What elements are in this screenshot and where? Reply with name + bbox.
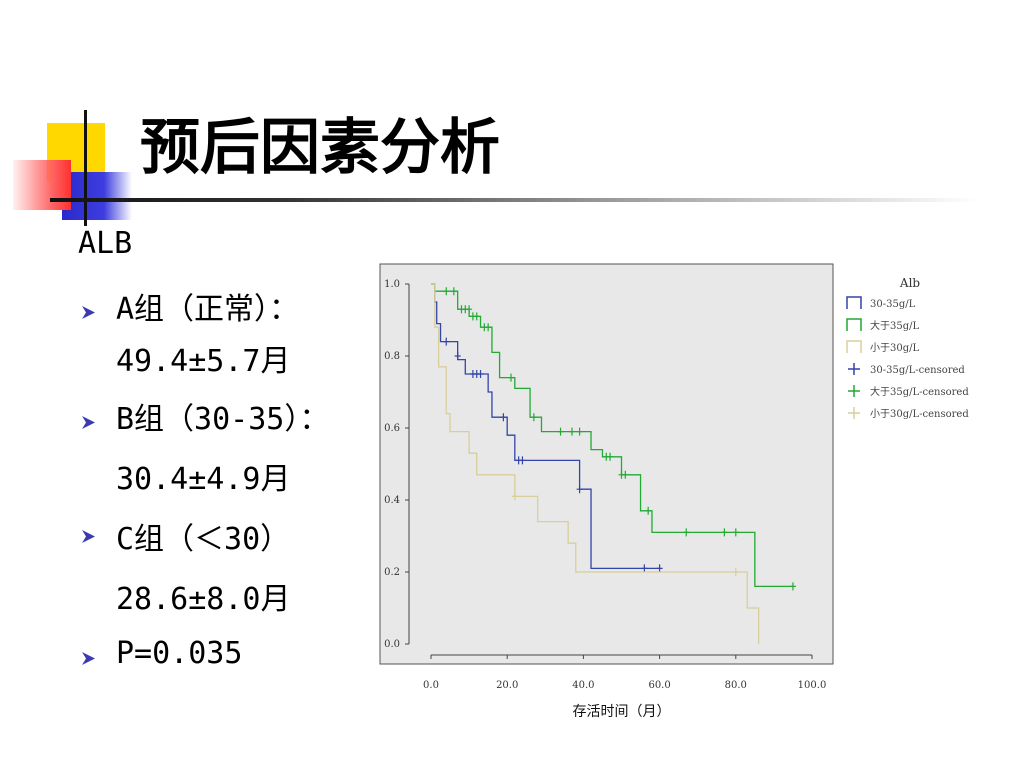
censored-mark — [485, 323, 492, 332]
censored-mark — [576, 485, 583, 494]
censored-mark — [732, 568, 739, 576]
censored-mark — [656, 564, 663, 573]
censored-mark — [732, 528, 739, 537]
decor-blue-square — [62, 172, 132, 220]
page-title: 预后因素分析 — [140, 113, 500, 183]
legend-censor-swatch — [848, 363, 860, 375]
y-tick-label: 0.8 — [384, 351, 400, 362]
x-tick-label: 20.0 — [496, 680, 518, 691]
censored-mark — [607, 452, 614, 461]
list-item-b-line1: B组（30-35）： — [116, 402, 330, 437]
censored-mark — [454, 352, 461, 360]
list-item-c-line2: 28.6±8.0月 — [116, 582, 291, 617]
list-heading: ALB — [78, 226, 133, 261]
censored-mark — [789, 582, 796, 591]
censored-mark — [500, 413, 507, 422]
x-tick-label: 80.0 — [725, 680, 747, 691]
censored-mark — [683, 528, 690, 537]
censored-mark — [477, 370, 484, 378]
censored-mark — [557, 427, 564, 436]
x-tick-label: 0.0 — [423, 680, 439, 691]
list-item-p: P=0.035 — [116, 636, 243, 671]
x-tick-label: 60.0 — [648, 680, 670, 691]
y-tick-label: 1.0 — [384, 279, 400, 290]
censored-mark — [443, 287, 450, 296]
list-item-a-line2: 49.4±5.7月 — [116, 344, 291, 379]
km-chart: 0.0 0.2 0.4 0.6 0.8 1.0 0.0 20.0 40.0 60.0 80.0 100… — [379, 263, 969, 720]
legend-entry-label: 小于30g/L — [870, 342, 919, 354]
censored-mark — [466, 305, 473, 314]
legend-entry-label: 30-35g/L-censored — [870, 365, 965, 376]
censored-mark — [508, 373, 515, 382]
bullet-arrow-icon — [82, 416, 95, 429]
censored-mark — [641, 564, 648, 573]
legend-entry-label: 大于35g/L-censored — [870, 385, 969, 398]
censored-mark — [645, 506, 652, 515]
list-item-c-line1: C组（＜30） — [116, 522, 291, 557]
legend-line-swatch — [846, 340, 862, 353]
legend-censor-swatch — [848, 407, 860, 419]
legend-title: Alb — [899, 276, 921, 290]
legend-entry-label: 大于35g/L — [870, 319, 919, 332]
km-series-line — [431, 283, 660, 570]
censored-mark — [443, 337, 450, 346]
legend-censor-swatch — [848, 385, 860, 397]
plot-background — [379, 263, 834, 665]
censored-mark — [721, 528, 728, 537]
decor-red-square — [13, 160, 71, 210]
bullet-arrow-icon — [82, 652, 95, 665]
y-tick-label: 0.4 — [384, 495, 400, 506]
x-axis-label: 存活时间（月） — [573, 704, 671, 720]
censored-mark — [576, 427, 583, 436]
censored-mark — [511, 492, 518, 501]
x-tick-label: 100.0 — [798, 680, 827, 691]
legend-line-swatch — [846, 296, 862, 309]
legend-entry-label: 小于30g/L-censored — [870, 408, 969, 420]
x-tick-label: 40.0 — [572, 680, 594, 691]
censored-mark — [519, 456, 526, 465]
bullet-arrow-icon — [82, 306, 95, 319]
censored-mark — [622, 470, 629, 479]
list-item-b-line2: 30.4±4.9月 — [116, 462, 291, 497]
title-underline — [50, 198, 980, 202]
km-series-line — [431, 283, 760, 644]
y-tick-label: 0.2 — [384, 567, 400, 578]
decor-vertical-line — [84, 110, 87, 226]
y-tick-label: 0.6 — [384, 423, 400, 434]
y-tick-label: 0.0 — [384, 639, 400, 650]
list-item-a-line1: A组（正常）： — [116, 292, 300, 327]
censored-mark — [568, 427, 575, 436]
legend-entry-label: 30-35g/L — [870, 299, 916, 310]
legend-line-swatch — [846, 318, 862, 331]
censored-mark — [530, 413, 537, 422]
censored-mark — [473, 312, 480, 321]
bullet-arrow-icon — [82, 530, 95, 543]
censored-mark — [450, 287, 457, 296]
